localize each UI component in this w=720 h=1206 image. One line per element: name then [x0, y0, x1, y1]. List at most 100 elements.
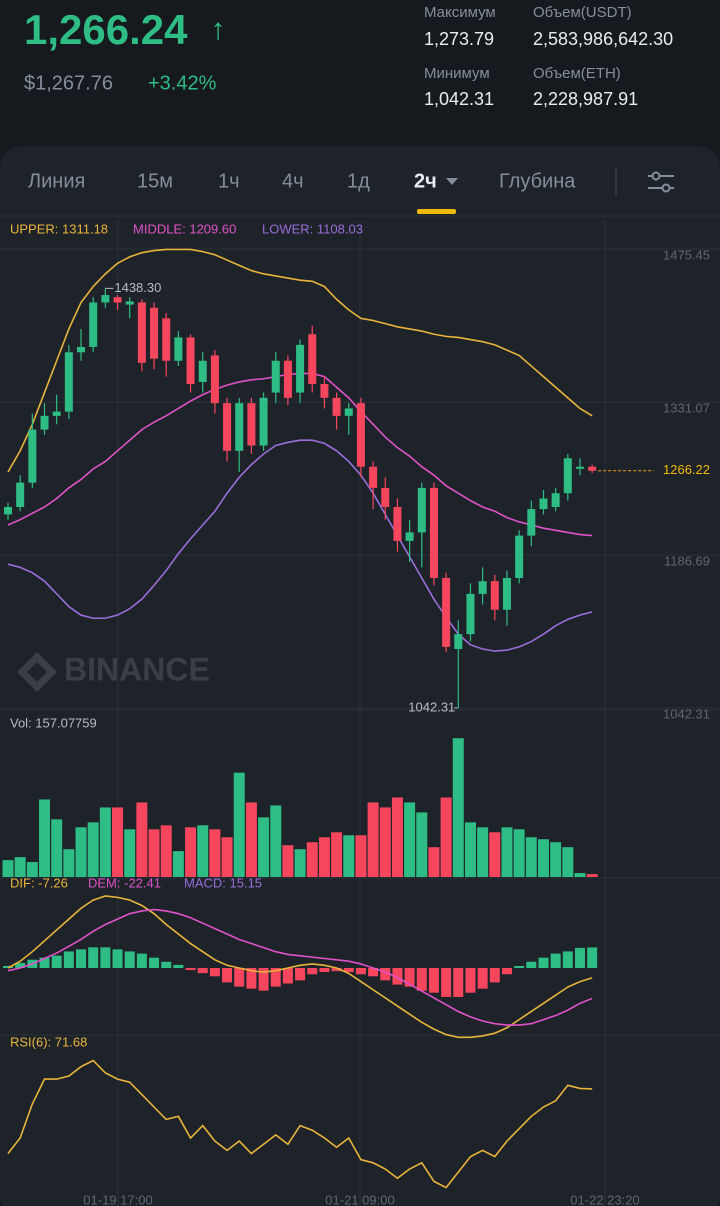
macd-bar: [562, 951, 573, 968]
volume-bar: [282, 845, 294, 877]
volume-bar: [318, 837, 330, 877]
macd-bar: [124, 951, 135, 968]
macd-bar: [3, 965, 13, 968]
candle-body: [405, 532, 414, 541]
macd-bar: [173, 964, 184, 968]
tab[interactable]: 15м: [137, 170, 173, 192]
macd-bar: [222, 968, 233, 983]
tab[interactable]: 1д: [347, 170, 370, 192]
candle-body: [247, 403, 256, 446]
candle-body: [210, 355, 219, 404]
volume-bar: [391, 797, 403, 877]
macd-bar: [453, 968, 464, 997]
macd-bar: [234, 968, 245, 987]
volume-bar: [464, 822, 476, 877]
volume-bar: [306, 842, 318, 877]
candle-body: [28, 429, 37, 483]
volume-bar: [245, 802, 257, 877]
candle-body: [369, 466, 378, 488]
volume-bar: [233, 772, 245, 877]
macd-bar: [343, 968, 354, 973]
volume-bar: [124, 829, 136, 877]
candle-body: [478, 581, 487, 594]
watermark-logo: [17, 652, 57, 692]
macd-bar: [76, 949, 87, 968]
macd-bar: [514, 965, 525, 968]
legend-entry: LOWER: 1108.03: [262, 221, 363, 236]
band-line: [7, 439, 593, 652]
tab[interactable]: Глубина: [499, 170, 576, 192]
macd-bar: [380, 968, 391, 981]
tab[interactable]: 2ч: [414, 170, 437, 192]
max-label: 1438.30: [114, 280, 161, 295]
macd-bar: [526, 961, 537, 968]
stat-value: 2,228,987.91: [533, 89, 638, 109]
y-tick-label: 1331.07: [663, 400, 710, 415]
macd-bar: [100, 947, 111, 968]
price-change: +3.42%: [148, 72, 217, 94]
volume-bar: [51, 819, 63, 877]
volume-bar: [258, 817, 270, 877]
legend-entry: DIF: -7.26: [10, 875, 68, 890]
candle-body: [77, 346, 86, 353]
candle-body: [150, 307, 159, 359]
tab-underline: [417, 209, 456, 214]
volume-bar: [75, 827, 87, 877]
candle-body: [223, 403, 232, 451]
macd-bar: [209, 968, 220, 977]
volume-bar: [99, 807, 111, 877]
last-price: 1,266.24: [24, 6, 188, 53]
x-tick-label: 01-22 23:20: [570, 1192, 639, 1206]
volume-bar: [428, 847, 440, 877]
settings-icon[interactable]: [648, 171, 674, 193]
volume-bar: [452, 738, 464, 877]
y-tick-label: 1475.45: [663, 247, 710, 262]
candle-body: [539, 498, 548, 510]
macd-bar: [112, 949, 123, 968]
chart-area: 01-19 17:00 01-21 09:00 01-22 23:20 1042.31…: [0, 220, 720, 1206]
tab[interactable]: 1ч: [218, 170, 240, 192]
macd-bar: [246, 968, 257, 989]
volume-bar: [136, 802, 148, 877]
stat-label: Минимум: [424, 65, 490, 82]
y-tick-label: 1042.31: [663, 706, 710, 721]
volume-bar: [39, 799, 51, 877]
candle-body: [429, 487, 438, 578]
macd-bar: [574, 947, 585, 968]
volume-bar: [112, 807, 124, 877]
volume-bar: [221, 837, 233, 877]
volume-bar: [63, 849, 75, 877]
macd-bar: [428, 968, 439, 993]
volume-bar: [185, 827, 197, 877]
volume-bar: [562, 847, 574, 877]
macd-bar: [355, 968, 366, 975]
macd-bar: [307, 968, 318, 975]
volume-bar: [26, 862, 38, 877]
volume-bar: [440, 797, 452, 877]
volume-bar: [294, 849, 306, 877]
tab-caret: [446, 178, 458, 185]
usd-price: $1,267.76: [24, 72, 113, 94]
volume-bar: [270, 805, 282, 877]
macd-bar: [63, 951, 74, 968]
candle-body: [588, 466, 597, 471]
volume-bar: [477, 827, 489, 877]
candle-body: [527, 509, 536, 536]
volume-bar: [2, 860, 14, 877]
macd-bar: [185, 968, 196, 971]
panel-label: Vol: 157.07759: [10, 715, 97, 730]
stat-value: 1,042.31: [424, 89, 494, 109]
tab[interactable]: Линия: [28, 170, 85, 192]
volume-bar: [550, 842, 562, 877]
candle-body: [186, 337, 195, 385]
legend-entry: MIDDLE: 1209.60: [133, 221, 236, 236]
candle-body: [235, 403, 244, 451]
candle-body: [162, 318, 171, 361]
tab[interactable]: 4ч: [282, 170, 304, 192]
candle-body: [442, 577, 451, 647]
volume-bar: [343, 835, 355, 877]
candle-body: [137, 302, 146, 363]
volume-bar: [172, 851, 184, 877]
macd-bar: [392, 968, 403, 985]
